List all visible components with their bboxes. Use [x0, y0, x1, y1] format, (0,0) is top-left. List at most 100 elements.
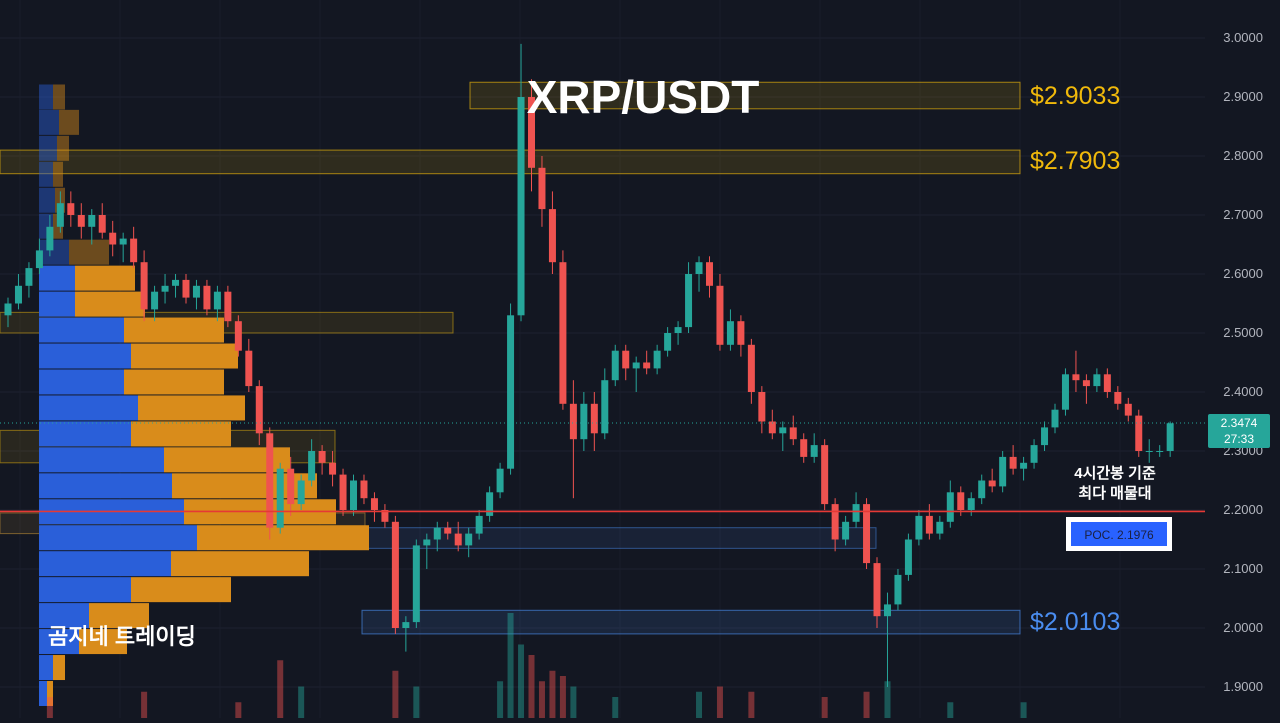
candle-body	[297, 480, 305, 505]
profile-bar-buy	[39, 603, 89, 629]
volume-bar	[528, 655, 535, 718]
candle-body	[1093, 374, 1101, 387]
candle-body	[287, 468, 295, 505]
volume-bar	[413, 686, 420, 718]
profile-bar-sell	[53, 655, 65, 681]
candle-body	[329, 462, 337, 475]
candle-body	[77, 215, 85, 227]
profile-bar-buy	[39, 317, 124, 343]
candle-body	[988, 480, 996, 487]
profile-bar-buy	[39, 161, 53, 187]
candle-body	[653, 350, 661, 369]
volume-bar	[612, 697, 619, 718]
profile-bar-sell	[124, 317, 224, 343]
candle-body	[664, 333, 672, 351]
support-zone	[319, 527, 877, 549]
y-tick-label: 2.1000	[1223, 561, 1263, 576]
candle-body	[883, 604, 891, 617]
profile-bar-sell	[53, 161, 63, 187]
candle-body	[1156, 451, 1164, 452]
volume-bar	[298, 686, 305, 718]
y-tick-label: 3.0000	[1223, 30, 1263, 45]
candle-body	[245, 350, 253, 387]
profile-bar-sell	[131, 577, 231, 603]
profile-bar-buy	[39, 421, 131, 447]
profile-bar-sell	[59, 109, 79, 135]
candle-body	[130, 238, 138, 263]
candle-body	[873, 563, 881, 617]
profile-bar-buy	[39, 629, 79, 655]
profile-bar-buy	[39, 109, 59, 135]
candle-body	[768, 421, 776, 434]
profile-bar-sell	[57, 135, 69, 161]
candle-body	[1061, 374, 1069, 410]
profile-bar-sell	[89, 603, 149, 629]
candle-body	[266, 433, 274, 528]
candle-body	[999, 456, 1007, 487]
current-price-label: 2.3474	[1221, 416, 1258, 430]
candle-body	[224, 291, 232, 322]
candle-body	[1166, 423, 1174, 451]
level-label-2: $2.7903	[1030, 147, 1120, 175]
profile-bar-sell	[75, 291, 145, 317]
candle-body	[14, 285, 22, 304]
candle-body	[182, 279, 190, 298]
candle-body	[674, 327, 682, 333]
volume-bar	[392, 670, 399, 718]
volume-bar	[884, 681, 891, 718]
candle-body	[35, 250, 43, 269]
candle-body	[444, 527, 452, 534]
candle-body	[67, 203, 75, 215]
candle-body	[685, 274, 693, 328]
profile-bar-sell	[124, 369, 224, 395]
chart-title: XRP/USDT	[527, 71, 760, 123]
volume-bar	[538, 681, 545, 718]
candle-body	[538, 167, 546, 210]
candle-body	[716, 285, 724, 345]
candle-body	[391, 521, 399, 628]
candle-body	[234, 321, 242, 351]
y-tick-label: 2.2000	[1223, 502, 1263, 517]
candle-body	[1082, 380, 1090, 387]
profile-bar-buy	[39, 343, 131, 369]
y-tick-label: 2.5000	[1223, 325, 1263, 340]
volume-bar	[570, 686, 577, 718]
candle-body	[412, 545, 420, 623]
candle-body	[318, 451, 326, 463]
poc-label: POC. 2.1976	[1084, 528, 1154, 542]
candle-body	[88, 215, 96, 227]
profile-bar-buy	[39, 473, 172, 499]
candle-body	[423, 539, 431, 546]
poc-note-line2: 최다 매물대	[1078, 484, 1151, 502]
candle-body	[611, 350, 619, 381]
candle-body	[433, 527, 441, 540]
candle-body	[370, 498, 378, 510]
countdown-label: 27:33	[1224, 432, 1254, 446]
candle-body	[622, 350, 630, 369]
profile-bar-sell	[138, 395, 245, 421]
candle-body	[454, 533, 462, 546]
candle-body	[810, 445, 818, 457]
volume-bar	[46, 697, 53, 718]
candle-body	[842, 521, 850, 540]
level-zone	[469, 81, 1021, 110]
volume-bar	[141, 691, 148, 718]
candle-body	[381, 510, 389, 522]
candle-body	[161, 285, 169, 292]
volume-bar	[947, 702, 954, 718]
profile-bar-sell	[53, 84, 65, 110]
candle-body	[726, 321, 734, 345]
volume-bar	[863, 691, 870, 718]
candle-body	[705, 262, 713, 286]
candle-body	[465, 533, 473, 546]
profile-bar-buy	[39, 680, 47, 706]
volume-bar	[518, 644, 525, 718]
candle-body	[496, 468, 504, 493]
candle-body	[978, 480, 986, 499]
candle-body	[1051, 409, 1059, 428]
candle-body	[831, 504, 839, 540]
volume-bar	[277, 660, 284, 718]
candle-body	[517, 97, 525, 316]
candle-body	[569, 403, 577, 440]
